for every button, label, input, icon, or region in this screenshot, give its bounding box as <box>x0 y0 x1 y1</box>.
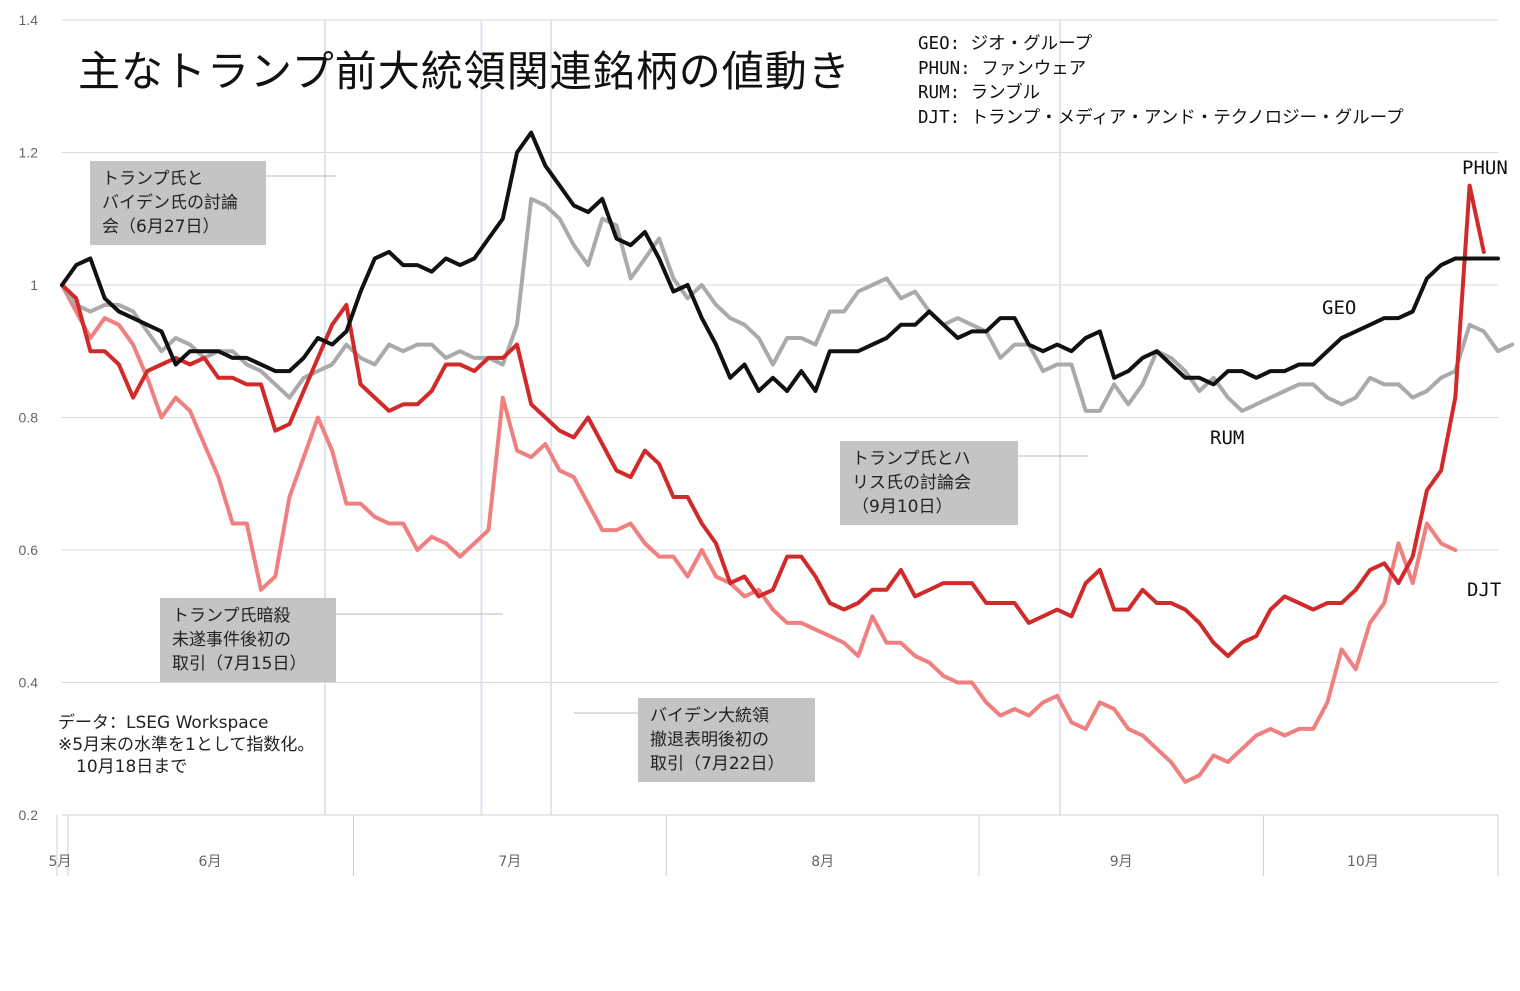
series-label-djt: DJT <box>1467 579 1501 601</box>
event-lines <box>324 20 1062 815</box>
x-axis: 5月 6月 7月 8月 9月 10月 <box>49 814 1499 876</box>
series-line-djt <box>60 283 1458 784</box>
y-tick-label: 0.4 <box>19 675 39 691</box>
legend-item-geo: GEO: ジオ・グループ <box>918 34 1093 54</box>
y-axis-ticks: 0.2 0.4 0.6 0.8 1 1.2 1.4 <box>19 12 39 823</box>
month-label: 8月 <box>811 854 834 870</box>
series-line-geo <box>60 130 1500 393</box>
annotation-leaders <box>266 175 1088 714</box>
y-tick-label: 1 <box>30 277 38 293</box>
series-labels: GEO RUM PHUN DJT <box>1210 157 1508 601</box>
legend-item-djt: DJT: トランプ・メディア・アンド・テクノロジー・グループ <box>918 107 1404 128</box>
annotation-assassination-attempt: トランプ氏暗殺 未遂事件後初の 取引（7月15日） <box>160 598 336 682</box>
legend-item-rum: RUM: ランブル <box>918 83 1041 103</box>
series-label-geo: GEO <box>1322 297 1356 319</box>
y-tick-label: 0.8 <box>19 410 39 426</box>
legend-item-phun: PHUN: ファンウェア <box>918 58 1087 79</box>
month-label: 10月 <box>1347 854 1379 870</box>
series-lines <box>60 130 1515 784</box>
legend: GEO: ジオ・グループ PHUN: ファンウェア RUM: ランブル DJT:… <box>918 32 1404 130</box>
annotation-debate-biden: トランプ氏と バイデン氏の討論 会（6月27日） <box>90 161 266 245</box>
month-label: 6月 <box>199 854 222 870</box>
series-label-rum: RUM <box>1210 427 1244 449</box>
series-line-phun <box>60 183 1486 658</box>
y-tick-label: 0.2 <box>19 807 39 823</box>
data-source-note: データ：LSEG Workspace ※5月末の水準を1として指数化。 10月1… <box>58 713 315 777</box>
chart-title: 主なトランプ前大統領関連銘柄の値動き <box>78 47 851 96</box>
y-tick-label: 0.6 <box>19 542 39 558</box>
annotation-biden-withdrawal: バイデン大統領 撤退表明後初の 取引（7月22日） <box>638 698 815 782</box>
series-line-rum <box>60 196 1515 413</box>
annotation-debate-harris: トランプ氏とハ リス氏の討論会 （9月10日） <box>840 441 1018 525</box>
y-tick-label: 1.2 <box>19 145 39 161</box>
gridlines <box>62 19 1498 816</box>
month-label: 5月 <box>49 854 72 870</box>
month-label: 7月 <box>498 854 521 870</box>
month-label: 9月 <box>1110 854 1133 870</box>
y-tick-label: 1.4 <box>19 12 39 28</box>
series-label-phun: PHUN <box>1462 157 1508 179</box>
